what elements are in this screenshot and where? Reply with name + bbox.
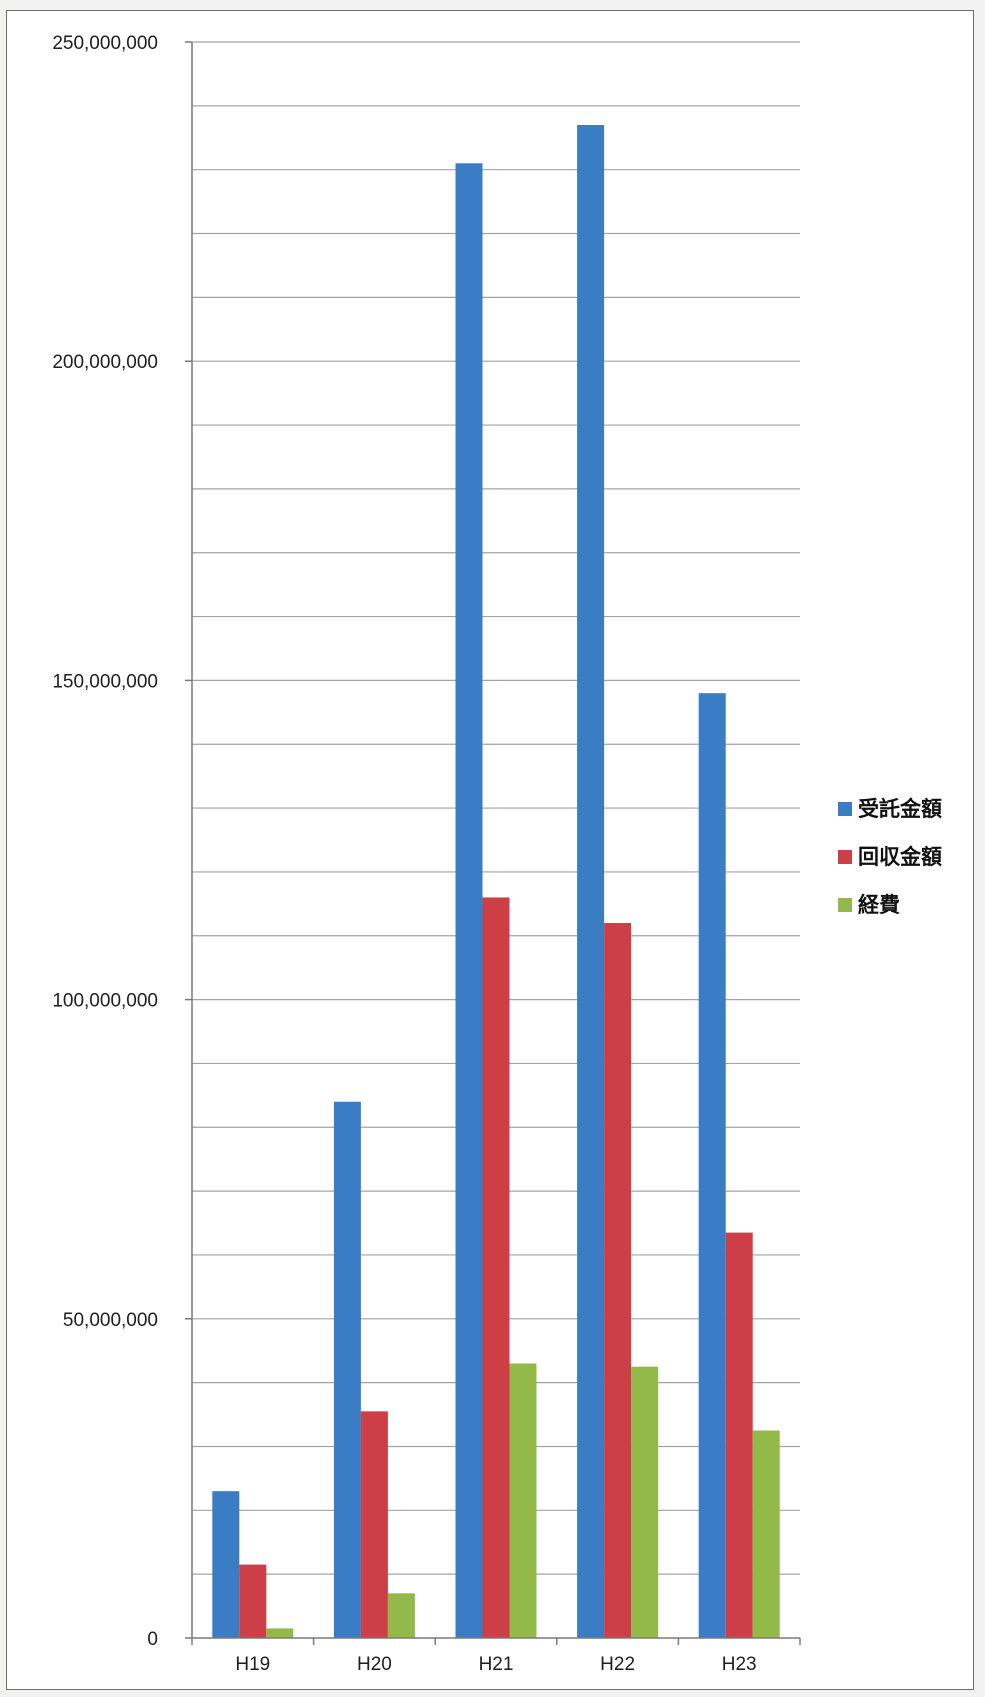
bar-h19-series-1 bbox=[212, 1491, 240, 1638]
x-tick-label: H21 bbox=[479, 1654, 514, 1675]
bar-h22-series-1 bbox=[577, 124, 605, 1639]
bar-h20-series-2 bbox=[360, 1411, 388, 1638]
x-tick-label: H22 bbox=[600, 1654, 635, 1675]
bar-h20-series-1 bbox=[333, 1101, 361, 1638]
legend-swatch bbox=[838, 802, 852, 816]
bars bbox=[212, 124, 780, 1639]
bar-h19-series-2 bbox=[239, 1564, 267, 1638]
y-tick-label: 150,000,000 bbox=[52, 671, 158, 692]
bar-h19-series-3 bbox=[266, 1628, 294, 1638]
x-tick-label: H23 bbox=[722, 1654, 757, 1675]
y-tick-label: 0 bbox=[147, 1629, 158, 1650]
legend-swatch bbox=[838, 898, 852, 912]
bar-h23-series-2 bbox=[725, 1232, 753, 1638]
x-tick-label: H19 bbox=[235, 1654, 270, 1675]
y-tick-label: 200,000,000 bbox=[52, 352, 158, 373]
y-tick-label: 250,000,000 bbox=[52, 33, 158, 54]
bar-h22-series-3 bbox=[631, 1366, 659, 1638]
bar-h21-series-2 bbox=[482, 897, 510, 1638]
bar-h21-series-3 bbox=[509, 1363, 537, 1638]
axes bbox=[185, 41, 801, 1645]
bar-h22-series-2 bbox=[604, 922, 632, 1638]
x-tick-labels: H19 H20 H21 H22 H23 bbox=[235, 1654, 756, 1675]
bar-h20-series-3 bbox=[387, 1593, 415, 1638]
x-tick-label: H20 bbox=[357, 1654, 392, 1675]
y-tick-label: 100,000,000 bbox=[52, 991, 158, 1012]
legend-swatch bbox=[838, 850, 852, 864]
legend-entry: 受託金額 bbox=[858, 797, 942, 821]
legend-entry: 経費 bbox=[858, 893, 900, 917]
y-tick-label: 50,000,000 bbox=[63, 1310, 158, 1331]
bar-h23-series-3 bbox=[752, 1430, 780, 1638]
bar-h21-series-1 bbox=[455, 163, 483, 1638]
bar-h23-series-1 bbox=[698, 693, 726, 1638]
y-tick-labels: 0 50,000,000 100,000,000 150,000,000 200,000… bbox=[52, 33, 158, 1650]
legend-entry: 回収金額 bbox=[858, 845, 942, 869]
